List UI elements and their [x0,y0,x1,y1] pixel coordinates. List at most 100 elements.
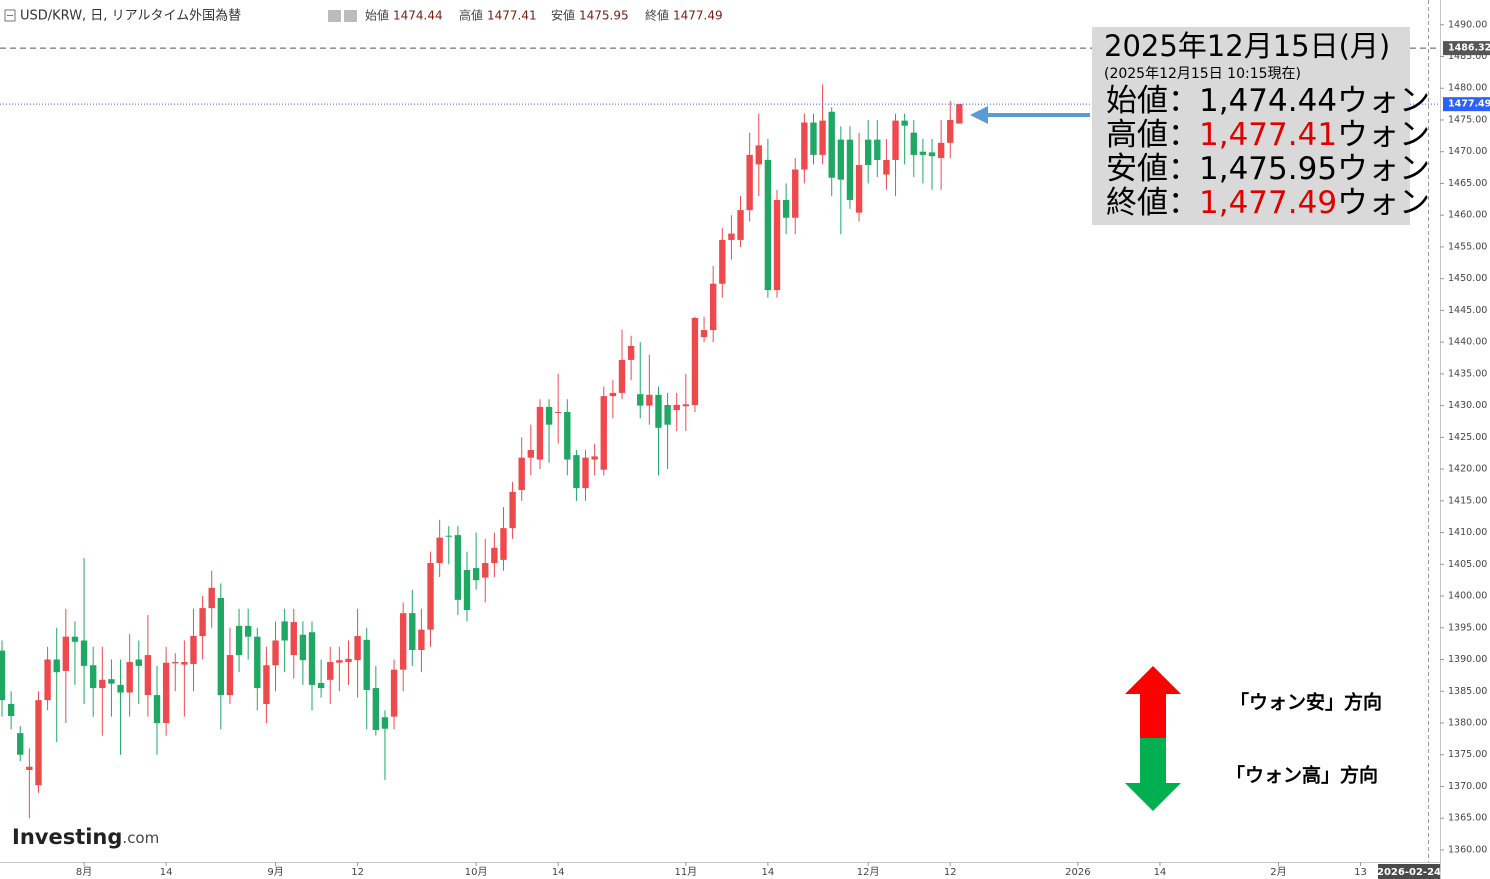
candle-body [682,404,690,407]
y-tick-label: 1480.00 [1448,83,1487,94]
price-label-box [1443,97,1490,112]
candle-body [910,132,917,155]
y-tick-label: 1400.00 [1448,591,1487,602]
candle-body [418,629,425,650]
annotation-row: 始値：1,474.44ウォン [1106,83,1430,119]
candle-body [281,621,288,641]
candle-body [53,659,60,673]
candle-body [618,359,626,393]
settings-icon[interactable] [328,10,341,22]
annotation-row: 終値：1,477.49ウォン [1106,185,1430,221]
candle-body [764,159,772,291]
candle-body [928,152,936,157]
x-tick-label: 14 [160,867,173,878]
candle-body [363,639,370,690]
row-unit: ウォン [1337,151,1430,187]
header-title: USD/KRW, 日, リアルタイム外国為替 [20,8,241,24]
y-tick-label: 1410.00 [1448,527,1487,538]
candle-body [691,318,699,405]
y-tick-label: 1425.00 [1448,432,1487,443]
candle-body [390,669,398,717]
candle-body [646,394,653,406]
row-unit: ウォン [1337,117,1430,153]
annotation-rows: 始値：1,474.44ウォン高値：1,477.41ウォン安値：1,475.95ウ… [1106,83,1430,221]
settings-icon[interactable] [344,10,357,22]
candle-body [746,154,753,211]
candle-body [436,537,443,564]
x-tick-label: 12 [944,867,957,878]
collapse-icon[interactable] [4,9,16,22]
candle-body [874,139,881,160]
candle-body [199,608,206,637]
annotation-row: 安値：1,475.95ウォン [1106,151,1430,187]
y-tick-label: 1380.00 [1448,717,1487,728]
candle-body [299,634,307,661]
pointer-arrow-head [970,106,988,124]
candle-body [181,662,188,665]
candle-body [792,169,799,218]
candle-body [527,450,535,458]
candle-body [217,597,225,696]
candle-body [564,411,571,460]
candle-body [336,660,343,663]
candle-body [937,142,945,159]
y-tick-label: 1455.00 [1448,241,1487,252]
x-tick-label: 2026 [1065,867,1090,878]
y-tick-label: 1385.00 [1448,686,1487,697]
x-tick-label: 14 [762,867,775,878]
candle-body [637,394,644,406]
x-tick-label: 12月 [857,866,880,878]
candle-body [235,625,243,656]
row-label: 終値： [1106,185,1199,221]
y-tick-label: 1360.00 [1448,844,1487,855]
candle-body [482,563,489,578]
x-tick-label: 14 [1154,867,1167,878]
candle-body [728,233,735,240]
candle-body [472,568,480,581]
direction-label: 「ウォン高」方向 [1226,764,1378,787]
candle-body [801,122,808,170]
candle-body [254,636,261,689]
candle-body [372,688,380,730]
candle-body [190,636,197,664]
x-tick-label: 10月 [465,866,488,878]
candle-body [810,122,817,155]
annotation-title: 2025年12月15日(月) [1104,29,1390,63]
candle-body [582,457,589,489]
y-tick-label: 1460.00 [1448,210,1487,221]
ohlc-value: 1475.95 [579,9,629,23]
x-tick-label: 13 [1354,867,1367,878]
y-tick-label: 1485.00 [1448,51,1487,62]
candle-body [172,662,179,664]
candle-body [755,145,762,165]
candles [0,84,963,819]
candle-body [819,120,826,155]
candle-body [591,456,598,460]
candle-body [208,587,215,609]
candle-body [89,665,97,689]
ohlc-value: 1477.41 [487,9,537,23]
candle-body [327,662,334,680]
y-tick-label: 1415.00 [1448,495,1487,506]
candle-body [80,640,88,666]
x-tick-label: 12 [351,867,364,878]
header: USD/KRW, 日, リアルタイム外国為替 始値 1474.44 高値 147… [4,8,723,24]
ohlc-value: 1474.44 [393,9,443,23]
row-label: 高値： [1106,117,1199,153]
y-tick-label: 1470.00 [1448,146,1487,157]
y-tick-label: 1450.00 [1448,273,1487,284]
candle-body [7,703,15,717]
cursor-date-box [1378,864,1440,879]
candle-body [864,139,872,166]
up-arrow [1125,666,1181,738]
axes: 1360.00 1365.00 1370.00 1375.00 1380.00 1385.… [0,19,1490,878]
candle-body [947,119,954,143]
direction-label: 「ウォン安」方向 [1230,691,1382,714]
candle-body [290,622,297,656]
y-tick-label: 1490.00 [1448,19,1487,30]
candle-body [609,392,617,397]
candle-body [427,563,434,630]
candle-body [773,199,781,291]
candle-body [399,613,407,670]
